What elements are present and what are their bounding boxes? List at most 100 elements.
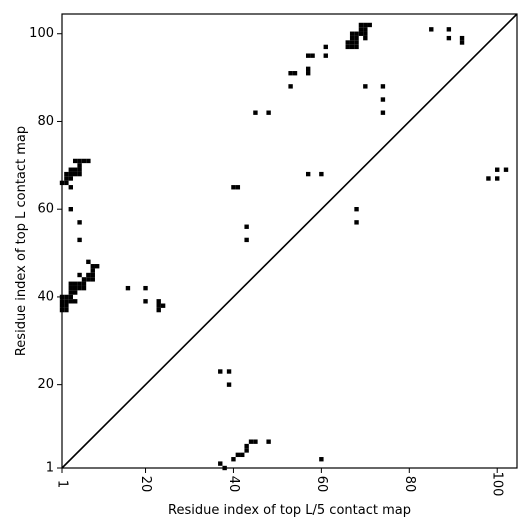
contact-cell xyxy=(354,220,359,225)
contact-cell xyxy=(77,163,82,168)
contact-cell xyxy=(235,452,241,458)
contact-cell xyxy=(68,285,73,291)
contact-cell xyxy=(363,35,368,41)
contact-cell xyxy=(72,281,78,286)
contact-cell xyxy=(345,40,350,45)
contact-cell xyxy=(292,71,298,76)
contact-cell xyxy=(125,285,131,291)
contact-cell xyxy=(363,31,368,36)
contact-cell xyxy=(64,180,69,186)
contact-cell xyxy=(459,40,465,45)
contact-cell xyxy=(363,22,368,28)
y-tick-label: 20 xyxy=(37,377,54,392)
contact-cell xyxy=(156,307,161,313)
contact-cell xyxy=(323,44,328,50)
contact-cell xyxy=(319,171,324,177)
contact-cell xyxy=(68,171,73,177)
y-tick-label: 40 xyxy=(37,289,54,304)
contact-cell xyxy=(77,281,82,286)
x-axis-label: Residue index of top L/5 contact map xyxy=(168,503,411,518)
y-tick-label: 100 xyxy=(29,26,54,41)
contact-cell xyxy=(495,167,500,172)
contact-cell xyxy=(77,285,82,291)
contact-cell xyxy=(231,457,236,462)
contact-cell xyxy=(64,294,69,300)
contact-cell xyxy=(81,158,87,164)
contact-cell xyxy=(288,71,293,76)
contact-cell xyxy=(77,171,82,177)
contact-cell xyxy=(64,299,69,304)
upper-triangle-contacts xyxy=(59,22,509,313)
contact-cell xyxy=(90,264,95,269)
contact-cell xyxy=(68,299,73,304)
contact-cell xyxy=(240,452,245,458)
contact-cell xyxy=(77,272,82,278)
contact-cell xyxy=(226,382,232,387)
contact-cell xyxy=(64,307,69,313)
contact-cell xyxy=(68,290,73,295)
contact-cell xyxy=(380,97,386,102)
plot-frame xyxy=(61,13,518,469)
contact-cell xyxy=(358,27,364,32)
contact-cell xyxy=(319,457,324,462)
contact-cell xyxy=(68,185,73,190)
contact-cell xyxy=(358,31,364,36)
y-tick-label: 80 xyxy=(37,114,54,129)
contact-cell xyxy=(380,110,386,115)
contact-cell xyxy=(68,294,73,300)
y-axis-label: Residue index of top L contact map xyxy=(14,126,29,356)
contact-cell xyxy=(244,224,249,229)
x-axis-ticks: 1 20 40 60 80 100 xyxy=(55,468,505,496)
contact-cell xyxy=(244,443,249,449)
contact-cell xyxy=(94,264,100,269)
contact-cell xyxy=(429,27,434,32)
x-tick-label: 40 xyxy=(226,476,241,493)
contact-cell xyxy=(81,277,87,282)
diagonal-line xyxy=(61,13,518,469)
contact-cell xyxy=(446,27,452,32)
contact-cell xyxy=(72,171,78,177)
contact-cell xyxy=(323,53,328,58)
contact-cell xyxy=(244,237,249,243)
contact-cell xyxy=(86,259,91,265)
contact-cell xyxy=(349,44,355,50)
contact-cell xyxy=(160,303,166,308)
contact-cell xyxy=(354,44,359,50)
contact-cell xyxy=(72,158,78,164)
contact-cell xyxy=(68,207,73,212)
contact-cell xyxy=(349,40,355,45)
x-tick-label: 80 xyxy=(402,476,417,493)
contact-cell xyxy=(72,285,78,291)
contact-cell xyxy=(90,277,95,282)
contact-cell xyxy=(446,35,452,41)
contact-cell xyxy=(486,176,491,181)
contact-cell xyxy=(495,176,500,181)
contact-cell xyxy=(72,167,78,172)
contact-cell xyxy=(363,27,368,32)
contact-cell xyxy=(354,40,359,45)
y-axis-ticks: 1 20 40 60 80 100 xyxy=(29,26,62,476)
contact-cell xyxy=(77,237,82,243)
contact-cell xyxy=(354,207,359,212)
contact-cell xyxy=(266,110,271,115)
contact-cell xyxy=(367,22,372,28)
x-tick-label: 100 xyxy=(490,472,505,497)
contact-cell xyxy=(156,299,161,304)
contact-cell xyxy=(305,71,311,76)
contact-cell xyxy=(244,448,249,453)
contact-cell xyxy=(143,285,148,291)
y-tick-label: 1 xyxy=(46,461,54,476)
contact-cell xyxy=(68,281,73,286)
contact-cell xyxy=(86,158,91,164)
contact-cell xyxy=(235,185,241,190)
contact-cell xyxy=(305,66,311,72)
contact-cell xyxy=(349,35,355,41)
contact-cell xyxy=(77,158,82,164)
contact-cell xyxy=(266,439,271,444)
contact-cell xyxy=(86,272,91,278)
x-tick-label: 20 xyxy=(138,476,153,493)
contact-cell xyxy=(81,285,87,291)
contact-cell xyxy=(349,31,355,36)
contact-cell xyxy=(380,84,386,89)
